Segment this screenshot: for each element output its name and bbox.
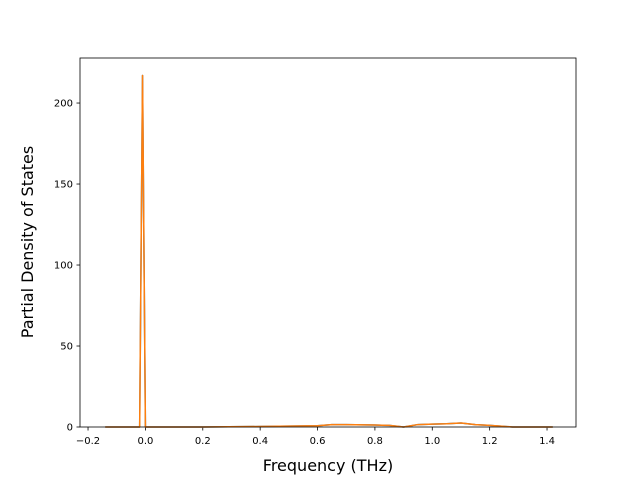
y-tick-label: 150 [54,180,73,191]
x-axis-label: Frequency (THz) [263,456,393,475]
x-tick-label: −0.2 [76,436,100,447]
plot-frame [79,57,577,428]
x-tick-label: 1.0 [424,436,440,447]
y-tick-label: 200 [54,99,73,110]
line-series [105,74,553,428]
x-tick-label: 1.4 [539,436,555,447]
x-tick-label: 0.4 [252,436,268,447]
y-tick-label: 100 [54,261,73,272]
y-axis-label: Partial Density of States [18,146,37,338]
x-tick-label: 0.0 [137,436,153,447]
line-series [105,74,553,428]
x-tick-label: 0.2 [195,436,211,447]
y-tick-label: 50 [60,342,73,353]
x-tick-label: 0.6 [310,436,326,447]
y-tick-label: 0 [67,423,73,434]
x-tick-label: 0.8 [367,436,383,447]
x-tick-label: 1.2 [482,436,498,447]
